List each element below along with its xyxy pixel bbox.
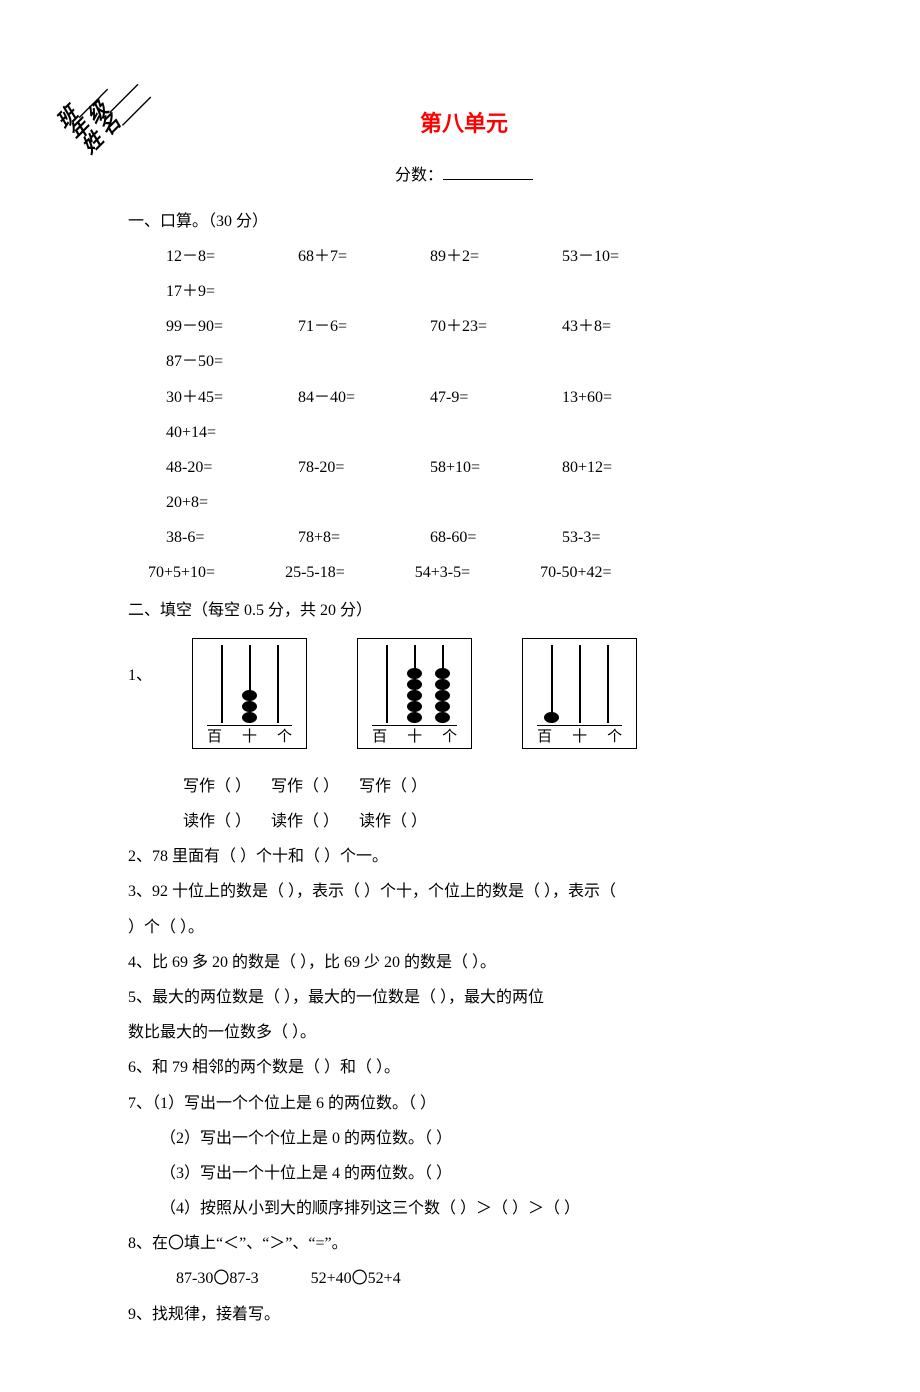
write-row: 写作（ ） 写作（ ） 写作（ ） (183, 769, 800, 804)
q5b: 数比最大的一位数多（ ）。 (128, 1015, 800, 1050)
calc-item: 99－90= (166, 309, 276, 344)
abacus: 百十个 (357, 638, 472, 749)
q7: 7、（1）写出一个个位上是 6 的两位数。（ ） (128, 1086, 800, 1121)
abacus-rod (221, 645, 223, 723)
abacus-rod (386, 645, 388, 723)
abacus-bead (407, 668, 422, 679)
abacus-rod (607, 645, 609, 723)
q4: 4、比 69 多 20 的数是（ ），比 69 少 20 的数是（ ）。 (128, 945, 800, 980)
calc-item: 25-5-18= (285, 555, 345, 590)
place-label: 个 (277, 728, 292, 746)
abacus-bead (435, 668, 450, 679)
abacus-rod (579, 645, 581, 723)
abacus-bead (407, 690, 422, 701)
abacus-rod (277, 645, 279, 723)
place-label: 个 (607, 728, 622, 746)
abacus-bead (407, 679, 422, 690)
abacus: 百十个 (522, 638, 637, 749)
calc-item: 58+10= (430, 450, 540, 485)
calc-item: 43＋8= (562, 309, 672, 344)
place-label: 百 (207, 728, 222, 746)
calc-row: 12－8= 68＋7= 89＋2= 53－10= 17＋9= (166, 239, 800, 309)
abacus-rod (442, 645, 444, 723)
abacus-bead (242, 701, 257, 712)
q3a: 3、92 十位上的数是（ ），表示（ ）个十，个位上的数是（ ），表示（ (128, 874, 800, 909)
calc-item: 78-20= (298, 450, 408, 485)
calc-row: 48-20= 78-20= 58+10= 80+12= 20+8= (166, 450, 800, 520)
abacus-bead (435, 701, 450, 712)
abacus-bead (435, 690, 450, 701)
place-label: 十 (572, 728, 587, 746)
abacus-row: 百十个百十个百十个 (192, 638, 637, 749)
read-row: 读作（ ） 读作（ ） 读作（ ） (183, 804, 800, 839)
q8-line: 87-30〇87-3 52+40〇52+4 (176, 1261, 800, 1296)
q1-number: 1、 (128, 658, 152, 693)
q3b: ）个（ ）。 (128, 910, 800, 945)
calc-item: 89＋2= (430, 239, 540, 274)
abacus-bead (407, 701, 422, 712)
worksheet-page: 班____ 年 级____ 姓 名____ 第八单元 分数： 一、口算。（30 … (0, 0, 920, 1392)
abacus-bead (242, 712, 257, 723)
score-line: 分数： (128, 158, 800, 193)
calc-item: 71－6= (298, 309, 408, 344)
calc-item: 20+8= (166, 485, 276, 520)
q2: 2、78 里面有（ ）个十和（ ）个一。 (128, 839, 800, 874)
place-label: 百 (537, 728, 552, 746)
place-label: 百 (372, 728, 387, 746)
q7-2: （2）写出一个个位上是 0 的两位数。（ ） (160, 1121, 800, 1156)
q6: 6、和 79 相邻的两个数是（ ）和（ ）。 (128, 1050, 800, 1085)
abacus-bead (242, 690, 257, 701)
calc-item: 70＋23= (430, 309, 540, 344)
calc-item: 54+3-5= (415, 555, 470, 590)
calc-row: 38-6= 78+8= 68-60= 53-3= (166, 520, 800, 555)
q7-3: （3）写出一个十位上是 4 的两位数。（ ） (160, 1156, 800, 1191)
calc-item: 70-50+42= (540, 555, 611, 590)
calc-row: 70+5+10= 25-5-18= 54+3-5= 70-50+42= (148, 555, 800, 590)
place-label: 十 (407, 728, 422, 746)
abacus-rod (249, 645, 251, 723)
unit-title: 第八单元 (128, 100, 800, 148)
calc-item: 12－8= (166, 239, 276, 274)
calc-row: 99－90= 71－6= 70＋23= 43＋8= 87－50= (166, 309, 800, 379)
calc-item: 80+12= (562, 450, 672, 485)
abacus-bead (435, 712, 450, 723)
q7-4: （4）按照从小到大的顺序排列这三个数（ ）＞（ ）＞（ ） (160, 1191, 800, 1226)
calc-item: 30＋45= (166, 380, 276, 415)
calc-item: 68-60= (430, 520, 540, 555)
calc-row: 30＋45= 84－40= 47-9= 13+60= 40+14= (166, 380, 800, 450)
calc-item: 40+14= (166, 415, 276, 450)
calc-item: 38-6= (166, 520, 276, 555)
calc-item: 47-9= (430, 380, 540, 415)
score-label: 分数： (395, 167, 443, 184)
score-blank[interactable] (443, 179, 533, 180)
calc-item: 17＋9= (166, 274, 276, 309)
calc-item: 84－40= (298, 380, 408, 415)
q5a: 5、最大的两位数是（ ），最大的一位数是（ ），最大的两位 (128, 980, 800, 1015)
abacus-rod (551, 645, 553, 723)
abacus: 百十个 (192, 638, 307, 749)
calc-item: 70+5+10= (148, 555, 215, 590)
calc-item: 48-20= (166, 450, 276, 485)
calc-item: 13+60= (562, 380, 672, 415)
abacus-bead (435, 679, 450, 690)
section-1-heading: 一、口算。（30 分） (128, 204, 800, 239)
mental-math-grid: 12－8= 68＋7= 89＋2= 53－10= 17＋9=99－90= 71－6= 70＋… (128, 239, 800, 591)
place-label: 十 (242, 728, 257, 746)
abacus-bead (544, 712, 559, 723)
calc-item: 68＋7= (298, 239, 408, 274)
calc-item: 87－50= (166, 344, 276, 379)
section-2-heading: 二、填空（每空 0.5 分，共 20 分） (128, 593, 800, 628)
place-label: 个 (442, 728, 457, 746)
abacus-rod (414, 645, 416, 723)
calc-item: 78+8= (298, 520, 408, 555)
abacus-bead (407, 712, 422, 723)
calc-item: 53－10= (562, 239, 672, 274)
calc-item: 53-3= (562, 520, 672, 555)
q8: 8、在〇填上“＜”、“＞”、“=”。 (128, 1226, 800, 1261)
